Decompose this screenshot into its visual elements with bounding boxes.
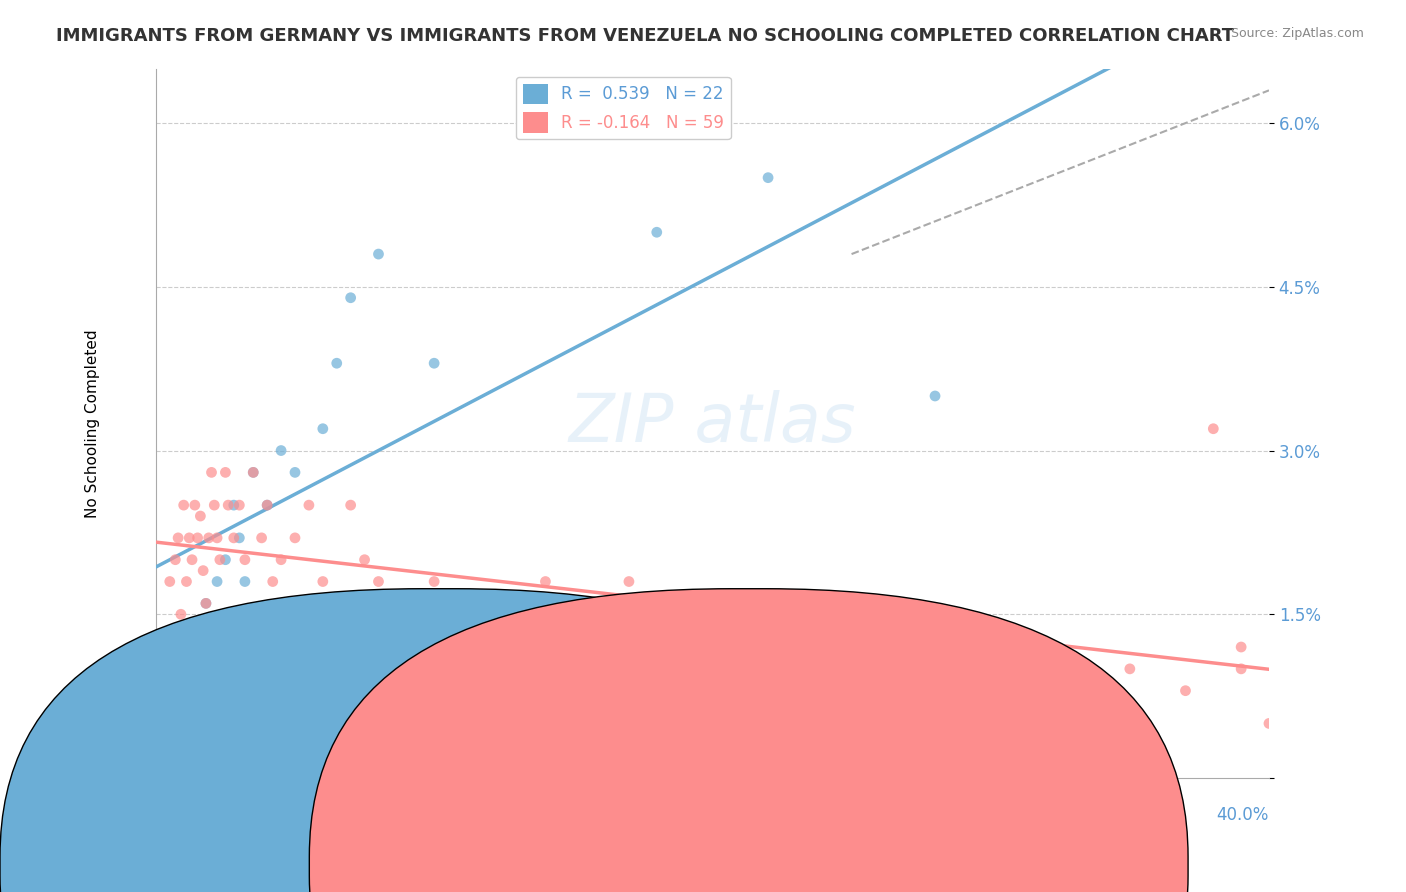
Point [200,466,222,480]
Point [222,498,245,512]
Point [1035,640,1057,654]
Point [159,574,181,589]
Point [645,225,668,239]
Point [312,574,335,589]
Point [756,640,779,654]
Point [326,607,349,622]
Point [284,531,307,545]
Point [451,607,474,622]
Point [1230,662,1253,676]
Point [534,574,557,589]
Point [312,422,335,436]
Point [170,607,193,622]
Point [197,531,219,545]
Point [179,531,201,545]
Point [208,552,231,566]
Text: IMMIGRANTS FROM GERMANY VS IMMIGRANTS FROM VENEZUELA NO SCHOOLING COMPLETED CORR: IMMIGRANTS FROM GERMANY VS IMMIGRANTS FR… [56,27,1234,45]
Point [395,640,418,654]
Point [326,356,349,370]
Point [423,356,446,370]
Text: Immigrants from Venezuela: Immigrants from Venezuela [696,855,907,870]
Point [184,498,207,512]
Point [1230,640,1253,654]
Point [645,640,668,654]
Point [756,170,779,185]
Point [262,574,284,589]
Point [250,531,273,545]
Point [233,552,256,566]
Point [980,662,1002,676]
Point [270,443,292,458]
Point [339,498,361,512]
Point [214,466,236,480]
Point [284,466,307,480]
Point [478,640,501,654]
Point [924,640,946,654]
Point [562,640,585,654]
Point [165,552,187,566]
Point [278,607,301,622]
Text: 0.0%: 0.0% [156,806,198,824]
Point [242,466,264,480]
Point [1119,662,1142,676]
Point [200,618,222,632]
Text: Source: ZipAtlas.com: Source: ZipAtlas.com [1230,27,1364,40]
Point [381,607,404,622]
Point [841,607,863,622]
Point [617,574,640,589]
Point [222,531,245,545]
Point [181,552,204,566]
Legend: R =  0.539   N = 22, R = -0.164   N = 59: R = 0.539 N = 22, R = -0.164 N = 59 [516,77,731,139]
Y-axis label: No Schooling Completed: No Schooling Completed [86,329,100,517]
Text: Immigrants from Germany: Immigrants from Germany [391,855,593,870]
Point [202,498,225,512]
Point [702,607,724,622]
Point [214,552,236,566]
Point [194,596,217,610]
Point [191,564,214,578]
Point [167,531,190,545]
Point [217,498,239,512]
Point [190,509,212,524]
Point [187,629,209,643]
Point [298,498,321,512]
Point [228,498,250,512]
Point [353,552,375,566]
Point [367,574,389,589]
Point [1174,683,1197,698]
Point [228,531,250,545]
Point [256,498,278,512]
Point [423,574,446,589]
Point [233,574,256,589]
Point [187,531,209,545]
Point [1258,716,1281,731]
Point [339,291,361,305]
Text: ZIP atlas: ZIP atlas [568,391,856,457]
Point [591,607,613,622]
Point [242,466,264,480]
Point [173,498,195,512]
Point [173,673,195,687]
Point [205,531,228,545]
Point [367,247,389,261]
Point [506,607,529,622]
Point [205,574,228,589]
Point [194,596,217,610]
Text: 40.0%: 40.0% [1216,806,1270,824]
Point [1202,422,1225,436]
Point [270,552,292,566]
Point [256,498,278,512]
Point [176,574,198,589]
Point [924,389,946,403]
Point [179,651,201,665]
